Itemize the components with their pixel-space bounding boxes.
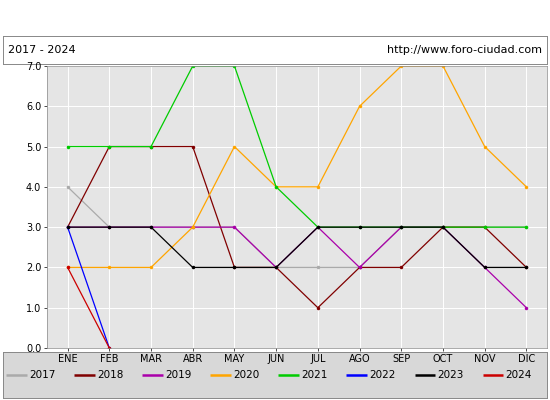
Text: 2024: 2024 [506, 370, 532, 380]
Text: 2017: 2017 [29, 370, 56, 380]
Text: http://www.foro-ciudad.com: http://www.foro-ciudad.com [387, 45, 542, 55]
Text: 2017 - 2024: 2017 - 2024 [8, 45, 76, 55]
Text: Evolucion del paro registrado en Estaràs: Evolucion del paro registrado en Estaràs [126, 10, 424, 26]
Text: 2020: 2020 [234, 370, 260, 380]
Text: 2022: 2022 [370, 370, 396, 380]
Text: 2018: 2018 [97, 370, 124, 380]
Text: 2019: 2019 [166, 370, 192, 380]
Text: 2021: 2021 [301, 370, 328, 380]
Text: 2023: 2023 [438, 370, 464, 380]
